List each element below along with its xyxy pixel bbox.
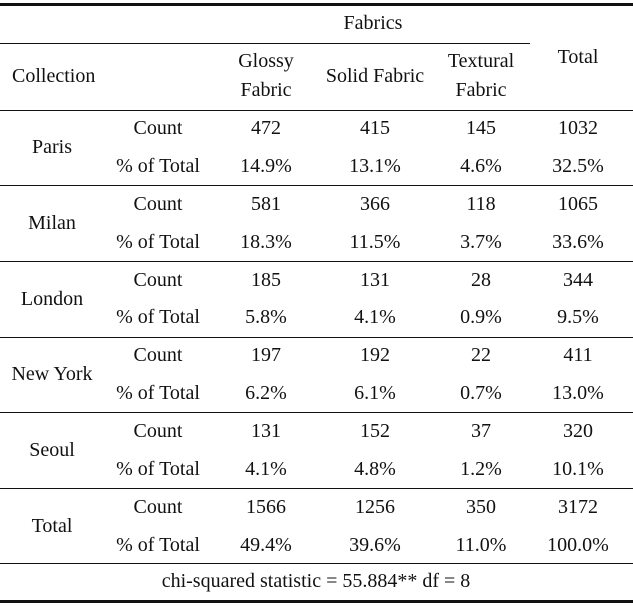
cell-value: 11.0% <box>455 534 507 556</box>
cell-value: 6.1% <box>354 382 396 404</box>
pct-label: % of Total <box>116 382 200 404</box>
cell-value: 131 <box>251 420 281 442</box>
row-rule-1 <box>0 185 633 186</box>
count-label: Count <box>133 269 183 291</box>
pct-label: % of Total <box>116 155 200 177</box>
cell-value: 344 <box>563 269 593 291</box>
row-name: Seoul <box>29 439 75 461</box>
total-rule <box>0 563 633 564</box>
glossy-header-line2: Fabric <box>240 79 292 101</box>
cell-value: 197 <box>251 344 281 366</box>
cell-value: 33.6% <box>552 231 604 253</box>
cell-value: 185 <box>251 269 281 291</box>
cell-value: 152 <box>360 420 390 442</box>
count-label: Count <box>133 193 183 215</box>
cell-value: 0.7% <box>460 382 502 404</box>
cell-value: 1.2% <box>460 458 502 480</box>
cell-value: 320 <box>563 420 593 442</box>
cell-value: 4.6% <box>460 155 502 177</box>
cell-value: 1566 <box>246 496 286 518</box>
textural-header: Textural Fabric <box>448 47 514 105</box>
cell-value: 13.0% <box>552 382 604 404</box>
cell-value: 131 <box>360 269 390 291</box>
cell-value: 10.1% <box>552 458 604 480</box>
cell-value: 5.8% <box>245 306 287 328</box>
cell-value: 3.7% <box>460 231 502 253</box>
collection-header: Collection <box>12 65 96 87</box>
cell-value: 0.9% <box>460 306 502 328</box>
cell-value: 1256 <box>355 496 395 518</box>
fabrics-underline <box>0 43 530 44</box>
count-label: Count <box>133 117 183 139</box>
count-label: Count <box>133 344 183 366</box>
cell-value: 4.1% <box>245 458 287 480</box>
cell-value: 39.6% <box>349 534 401 556</box>
count-label: Count <box>133 496 183 518</box>
cell-value: 6.2% <box>245 382 287 404</box>
row-name: New York <box>11 363 93 385</box>
pct-label: % of Total <box>116 231 200 253</box>
cell-value: 415 <box>360 117 390 139</box>
cell-value: 32.5% <box>552 155 604 177</box>
cell-value: 118 <box>466 193 496 215</box>
cell-value: 14.9% <box>240 155 292 177</box>
cell-value: 3172 <box>558 496 598 518</box>
pct-label: % of Total <box>116 458 200 480</box>
cell-value: 4.1% <box>354 306 396 328</box>
bottom-rule <box>0 600 633 603</box>
row-rule-5 <box>0 488 633 489</box>
pct-label: % of Total <box>116 306 200 328</box>
cell-value: 9.5% <box>557 306 599 328</box>
cell-value: 100.0% <box>547 534 609 556</box>
top-rule <box>0 3 633 6</box>
count-label: Count <box>133 420 183 442</box>
cell-value: 18.3% <box>240 231 292 253</box>
cell-value: 4.8% <box>354 458 396 480</box>
cell-value: 366 <box>360 193 390 215</box>
textural-header-line1: Textural <box>447 50 515 72</box>
cell-value: 22 <box>471 344 491 366</box>
cell-value: 145 <box>466 117 496 139</box>
total-header: Total <box>557 46 599 68</box>
cell-value: 49.4% <box>240 534 292 556</box>
cell-value: 13.1% <box>349 155 401 177</box>
pct-label: % of Total <box>116 534 200 556</box>
row-rule-3 <box>0 337 633 338</box>
cell-value: 472 <box>251 117 281 139</box>
cell-value: 192 <box>360 344 390 366</box>
cell-value: 411 <box>563 344 593 366</box>
header-rule <box>0 110 633 111</box>
cell-value: 28 <box>471 269 491 291</box>
glossy-header-line1: Glossy <box>238 50 294 72</box>
cell-value: 11.5% <box>349 231 401 253</box>
row-name: Total <box>31 515 73 537</box>
cell-value: 37 <box>471 420 491 442</box>
row-name: Paris <box>32 136 72 158</box>
chi-squared-footer: chi-squared statistic = 55.884** df = 8 <box>161 570 471 592</box>
row-name: London <box>20 288 84 310</box>
row-rule-2 <box>0 261 633 262</box>
cell-value: 350 <box>466 496 496 518</box>
solid-header: Solid Fabric <box>325 65 425 87</box>
cell-value: 1065 <box>558 193 598 215</box>
cell-value: 1032 <box>558 117 598 139</box>
row-name: Milan <box>28 212 76 234</box>
fabrics-header: Fabrics <box>343 12 403 34</box>
row-rule-4 <box>0 412 633 413</box>
textural-header-line2: Fabric <box>455 79 507 101</box>
cell-value: 581 <box>251 193 281 215</box>
glossy-header: Glossy Fabric <box>238 47 294 105</box>
